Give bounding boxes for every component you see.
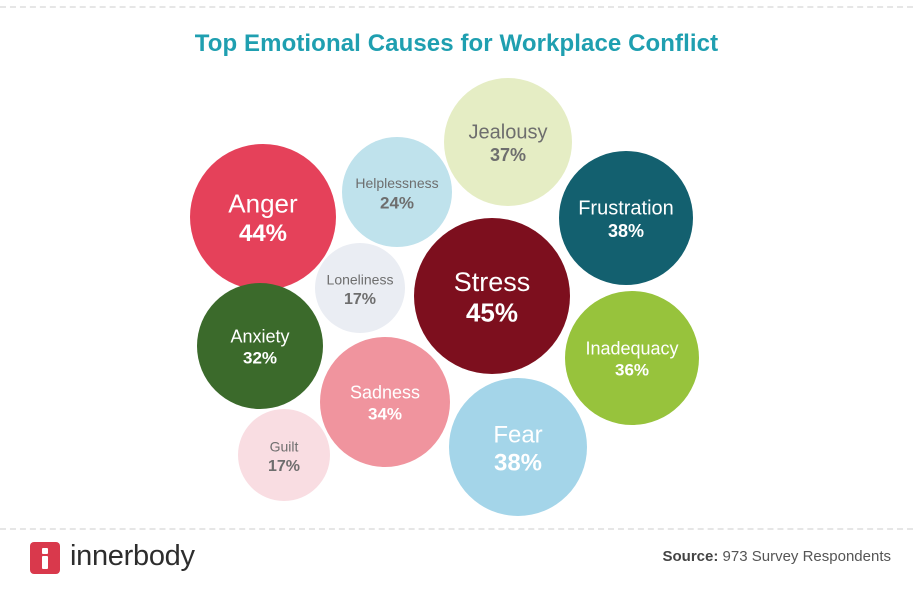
bubble-value-stress: 45% (466, 297, 518, 327)
bubble-circle-stress (414, 218, 570, 374)
source-text: 973 Survey Respondents (722, 548, 891, 565)
bubble-inadequacy: Inadequacy 36% (565, 291, 699, 425)
bubble-circle-anger (190, 144, 336, 290)
bubble-circle-fear (449, 378, 587, 516)
bubble-value-loneliness: 17% (344, 291, 376, 308)
bubble-circle-sadness (320, 337, 450, 467)
brand-name: innerbody (70, 540, 195, 572)
bubble-label-jealousy: Jealousy (469, 122, 548, 144)
bubble-label-guilt: Guilt (270, 438, 299, 454)
bubble-value-fear: 38% (494, 449, 542, 476)
bubble-label-anxiety: Anxiety (230, 327, 289, 347)
bubble-value-anxiety: 32% (243, 349, 277, 368)
top-divider (0, 6, 913, 8)
info-icon (30, 542, 60, 574)
bubble-label-inadequacy: Inadequacy (585, 339, 678, 359)
bubble-value-sadness: 34% (368, 405, 402, 424)
bubble-circle-jealousy (444, 78, 572, 206)
bubble-value-helplessness: 24% (380, 194, 414, 213)
bubble-value-anger: 44% (239, 220, 287, 247)
bubble-circle-frustration (559, 151, 693, 285)
bubble-chart: Anger44%Helplessness24%Jealousy37%Frustr… (190, 78, 699, 516)
bubble-value-frustration: 38% (608, 221, 644, 241)
bubble-label-frustration: Frustration (578, 198, 674, 220)
bubble-label-fear: Fear (493, 421, 542, 448)
footer-divider (0, 528, 913, 530)
bubble-helplessness: Helplessness 24% (342, 137, 452, 247)
bubble-loneliness: Loneliness 17% (315, 243, 405, 333)
bubble-guilt: Guilt 17% (238, 409, 330, 501)
bubble-circle-guilt (238, 409, 330, 501)
bubble-circle-helplessness (342, 137, 452, 247)
source-label: Source: (662, 548, 719, 565)
bubble-anxiety: Anxiety 32% (197, 283, 323, 409)
bubble-circle-loneliness (315, 243, 405, 333)
source-note: Source: 973 Survey Respondents (663, 548, 891, 565)
bubble-circle-inadequacy (565, 291, 699, 425)
bubble-circle-anxiety (197, 283, 323, 409)
bubble-value-jealousy: 37% (490, 145, 526, 165)
bubble-value-inadequacy: 36% (615, 361, 649, 380)
chart-title: Top Emotional Causes for Workplace Confl… (194, 30, 719, 57)
bubble-label-sadness: Sadness (350, 383, 420, 403)
bubble-label-helplessness: Helplessness (355, 175, 438, 191)
bubble-label-loneliness: Loneliness (327, 271, 394, 287)
bubble-sadness: Sadness 34% (320, 337, 450, 467)
bubble-label-stress: Stress (454, 267, 531, 297)
bubble-value-guilt: 17% (268, 458, 300, 475)
bubble-label-anger: Anger (228, 189, 298, 219)
